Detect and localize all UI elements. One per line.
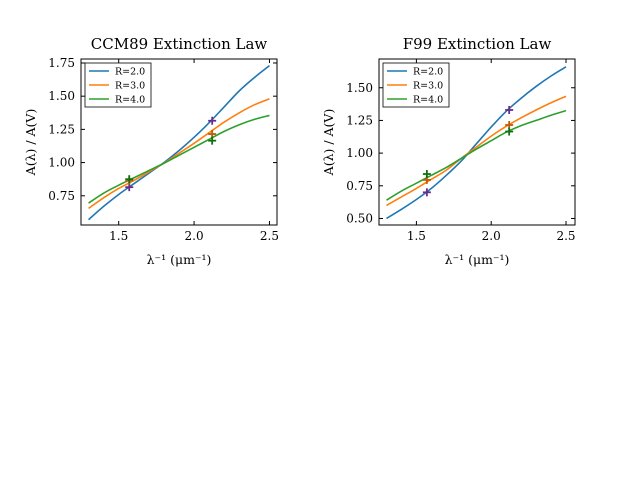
- plot-area: 1.5 2.0 2.50.500.751.001.251.50R=2.0R=3.0R…: [346, 58, 576, 243]
- chart-f99: F99 Extinction Law λ⁻¹ (μm⁻¹) A(λ) / A(V…: [321, 35, 576, 267]
- chart-ccm89: CCM89 Extinction Law λ⁻¹ (μm⁻¹) A(λ) / A…: [23, 35, 279, 267]
- y-axis-label: A(λ) / A(V): [23, 109, 38, 177]
- series-line: [386, 109, 567, 201]
- chart-title: F99 Extinction Law: [403, 35, 552, 53]
- y-tick-label: 1.25: [48, 122, 75, 136]
- legend: R=2.0 R=3.0 R=4.0: [382, 62, 450, 108]
- plot-area: 1.5 2.0 2.50.751.001.251.501.75R=2.0R=3.0R…: [48, 56, 279, 243]
- series-line: [88, 98, 270, 210]
- legend-label: R=2.0: [115, 67, 145, 78]
- data-point-marker: [422, 170, 431, 179]
- legend-label: R=3.0: [413, 81, 443, 92]
- legend-label: R=4.0: [413, 95, 443, 106]
- y-tick-label: 0.75: [48, 189, 75, 203]
- series-line: [386, 66, 567, 220]
- data-point-marker: [422, 188, 431, 197]
- legend-label: R=2.0: [413, 67, 443, 78]
- y-tick-label: 1.50: [346, 81, 373, 95]
- plot-frame: [80, 58, 278, 226]
- legend-label: R=3.0: [115, 81, 145, 92]
- x-axis-label: λ⁻¹ (μm⁻¹): [445, 252, 510, 267]
- y-tick-label: 1.50: [48, 89, 75, 103]
- x-tick-label: 1.5: [407, 229, 426, 243]
- y-tick-label: 1.00: [48, 156, 75, 170]
- data-point-marker: [505, 127, 514, 136]
- y-tick-label: 1.00: [346, 146, 373, 160]
- y-tick-label: 1.75: [48, 56, 75, 70]
- data-point-marker: [208, 116, 217, 125]
- x-axis-label: λ⁻¹ (μm⁻¹): [147, 252, 212, 267]
- y-tick-label: 1.25: [346, 113, 373, 127]
- series-line: [88, 65, 270, 221]
- y-tick-label: 0.50: [346, 211, 373, 225]
- y-axis-label: A(λ) / A(V): [321, 109, 336, 177]
- data-point-marker: [505, 105, 514, 114]
- legend: R=2.0 R=3.0 R=4.0: [84, 62, 152, 108]
- x-tick-label: 2.0: [185, 229, 204, 243]
- x-tick-label: 1.5: [109, 229, 128, 243]
- x-tick-label: 2.5: [260, 229, 279, 243]
- x-tick-label: 2.5: [556, 229, 575, 243]
- series-line: [88, 114, 270, 204]
- legend-label: R=4.0: [115, 95, 145, 106]
- series-line: [386, 95, 567, 207]
- chart-title: CCM89 Extinction Law: [91, 35, 268, 53]
- x-tick-label: 2.0: [482, 229, 501, 243]
- plot-frame: [378, 58, 576, 226]
- data-point-marker: [125, 175, 134, 184]
- y-tick-label: 0.75: [346, 179, 373, 193]
- data-point-marker: [208, 136, 217, 145]
